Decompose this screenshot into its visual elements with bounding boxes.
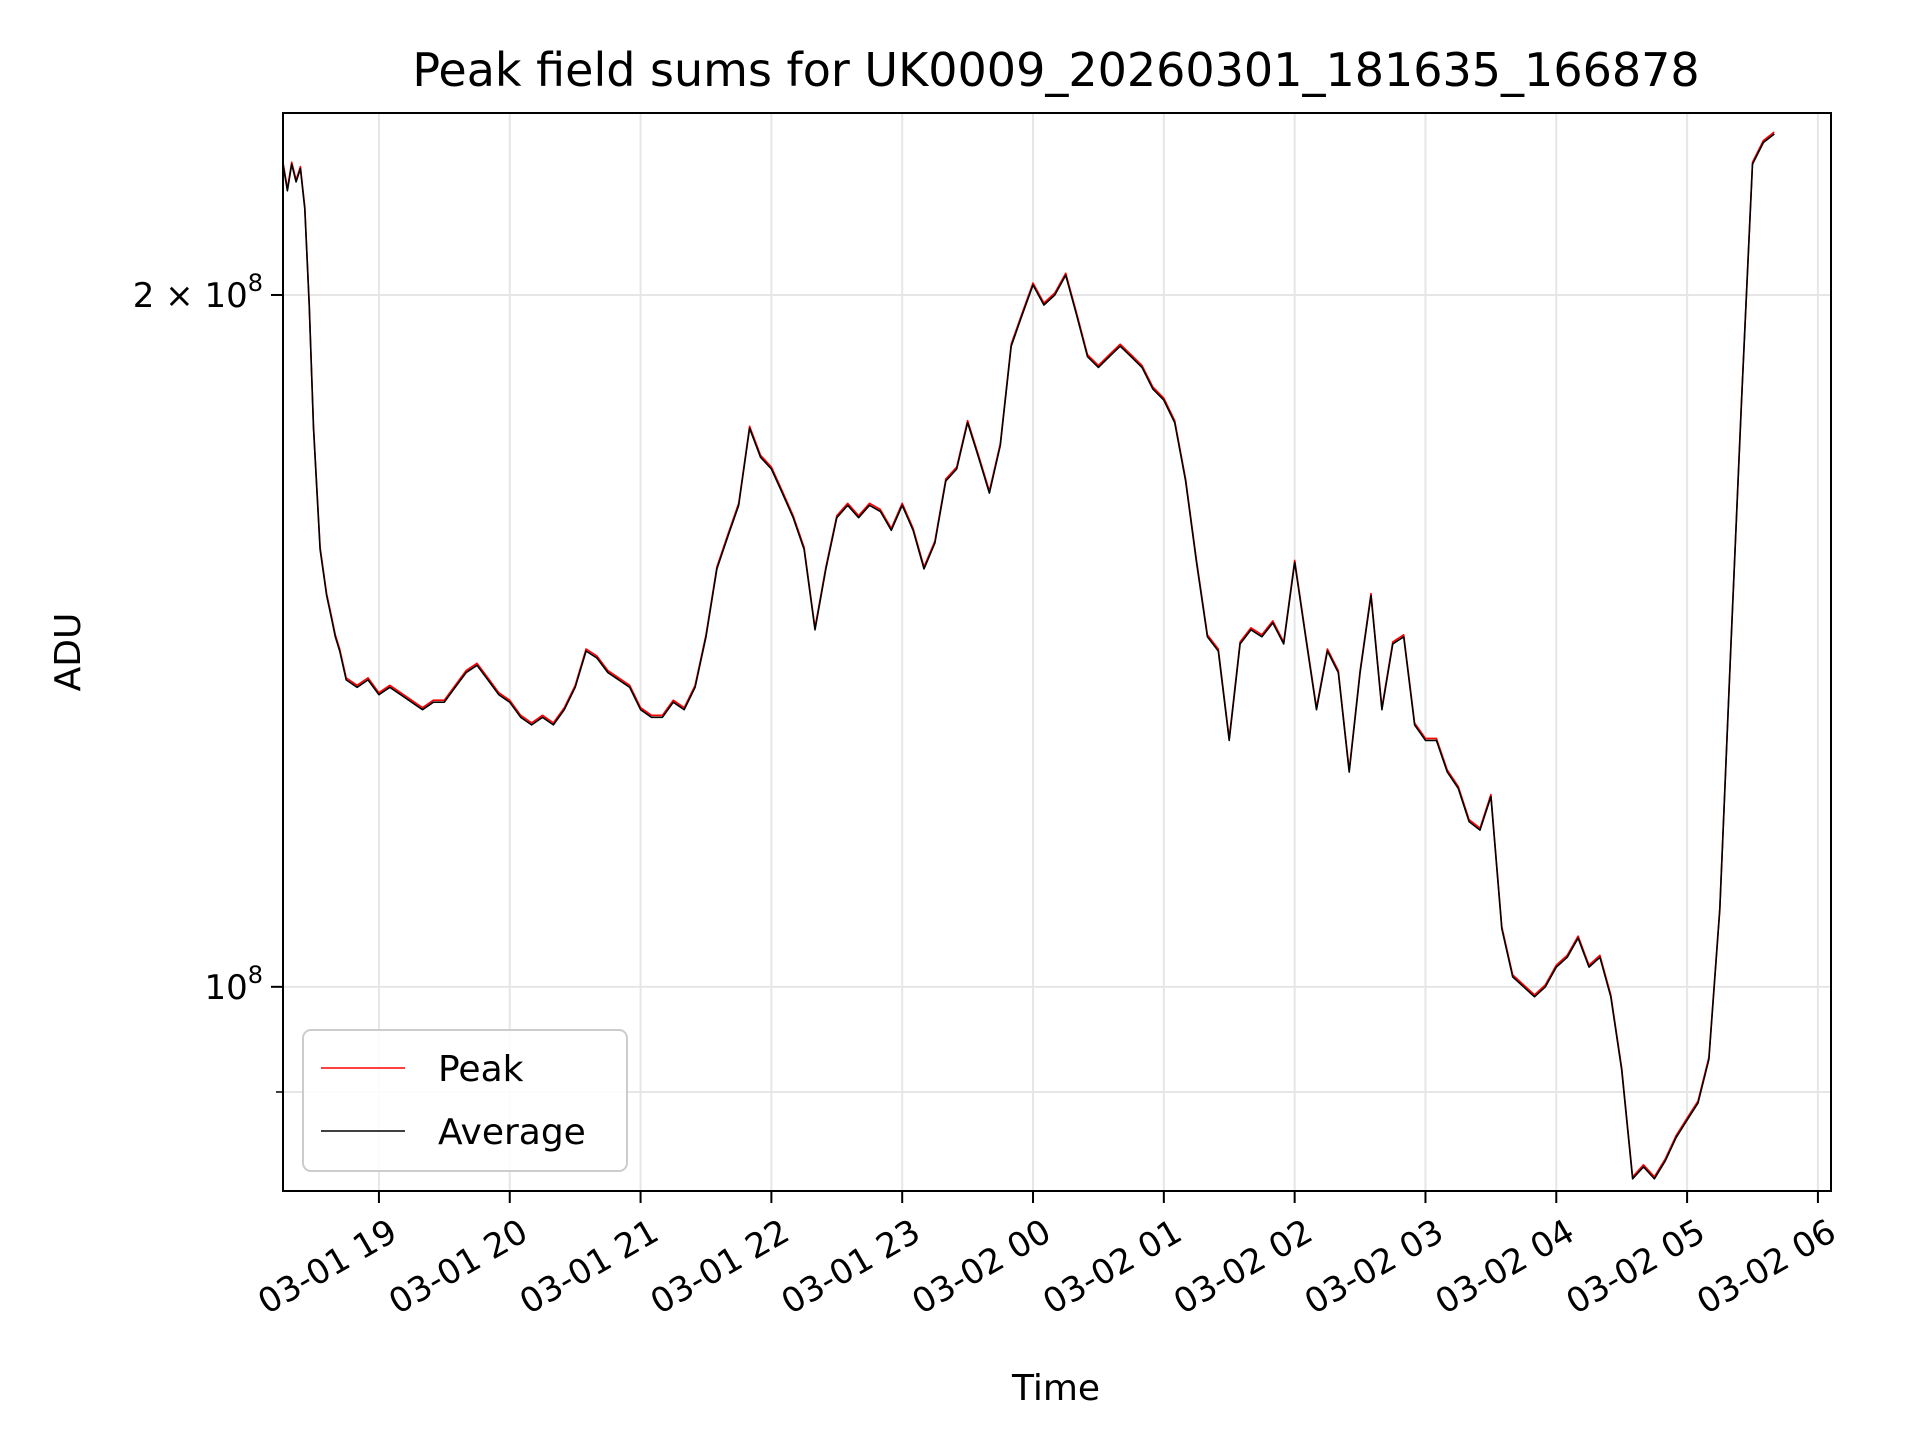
legend-label-average: Average — [438, 1112, 586, 1153]
y-tick-label: 108 — [204, 961, 263, 1008]
series-line-average — [282, 133, 1775, 1180]
legend-box — [302, 1029, 628, 1172]
plot-frame — [282, 112, 1832, 1192]
grid — [283, 113, 1831, 1191]
x-axis-label: Time — [1011, 1368, 1100, 1409]
y-tick-label: 2 × 108 — [133, 269, 263, 316]
legend: Peak Average — [302, 1029, 628, 1172]
series-layer — [282, 131, 1775, 1180]
y-axis-label: ADU — [48, 613, 89, 692]
chart-title: Peak field sums for UK0009_20260301_1816… — [412, 43, 1699, 97]
legend-label-peak: Peak — [438, 1049, 524, 1090]
y-axis: 108 2 × 108 — [133, 269, 283, 1093]
